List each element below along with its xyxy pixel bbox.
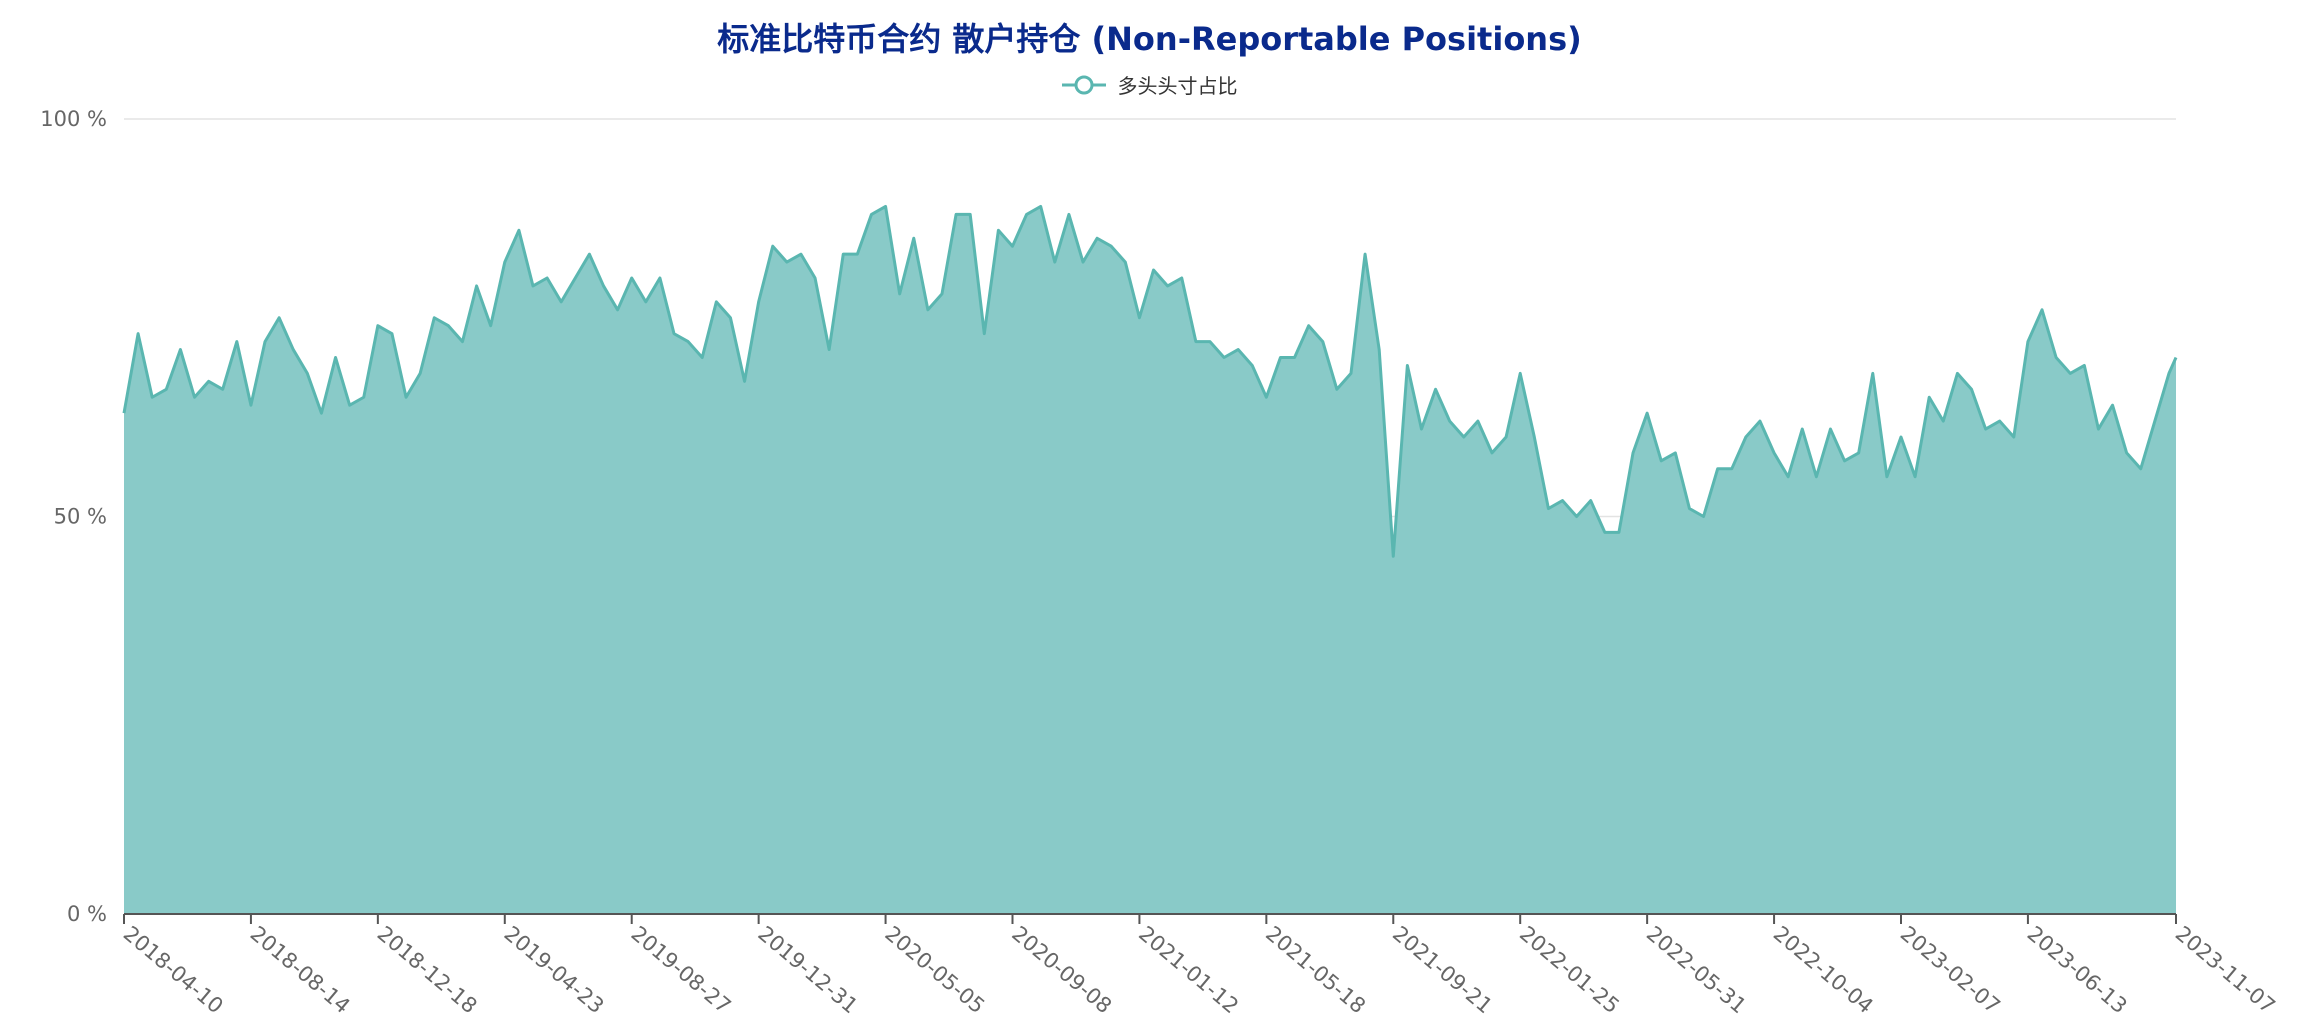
series-line (122, 204, 2178, 558)
x-tick-label: 2019-12-31 (753, 921, 862, 1018)
x-tick-label: 2023-06-13 (2023, 921, 2132, 1018)
x-tick-label: 2018-04-10 (119, 921, 228, 1018)
x-tick-label: 2018-08-14 (246, 921, 355, 1018)
legend-label: 多头头寸占比 (1117, 74, 1238, 98)
x-tick-label: 2021-01-12 (1134, 921, 1243, 1018)
x-tick-label: 2019-08-27 (626, 921, 735, 1018)
x-tick-label: 2020-05-05 (880, 921, 989, 1018)
x-tick-label: 2021-05-18 (1261, 921, 1370, 1018)
plot-area (122, 204, 2178, 914)
y-tick-label: 50 % (54, 505, 107, 529)
y-tick-label: 100 % (40, 107, 107, 131)
legend[interactable]: 多头头寸占比 (0, 70, 2299, 99)
x-tick-label: 2018-12-18 (373, 921, 482, 1018)
series-area-fill (124, 206, 2176, 914)
x-tick-label: 2022-01-25 (1515, 921, 1624, 1018)
x-tick-label: 2022-10-04 (1769, 921, 1878, 1018)
x-tick-label: 2021-09-21 (1388, 921, 1497, 1018)
x-tick-label: 2020-09-08 (1007, 921, 1116, 1018)
y-tick-label: 0 % (67, 902, 107, 926)
chart-title: 标准比特币合约 散户持仓 (Non-Reportable Positions) (717, 20, 1582, 58)
x-tick-label: 2019-04-23 (500, 921, 609, 1018)
legend-line-circle-icon (1061, 75, 1106, 94)
x-tick-label: 2022-05-31 (1642, 921, 1751, 1018)
x-tick-label: 2023-11-07 (2171, 921, 2280, 1018)
x-tick-label: 2023-02-07 (1896, 921, 2005, 1018)
